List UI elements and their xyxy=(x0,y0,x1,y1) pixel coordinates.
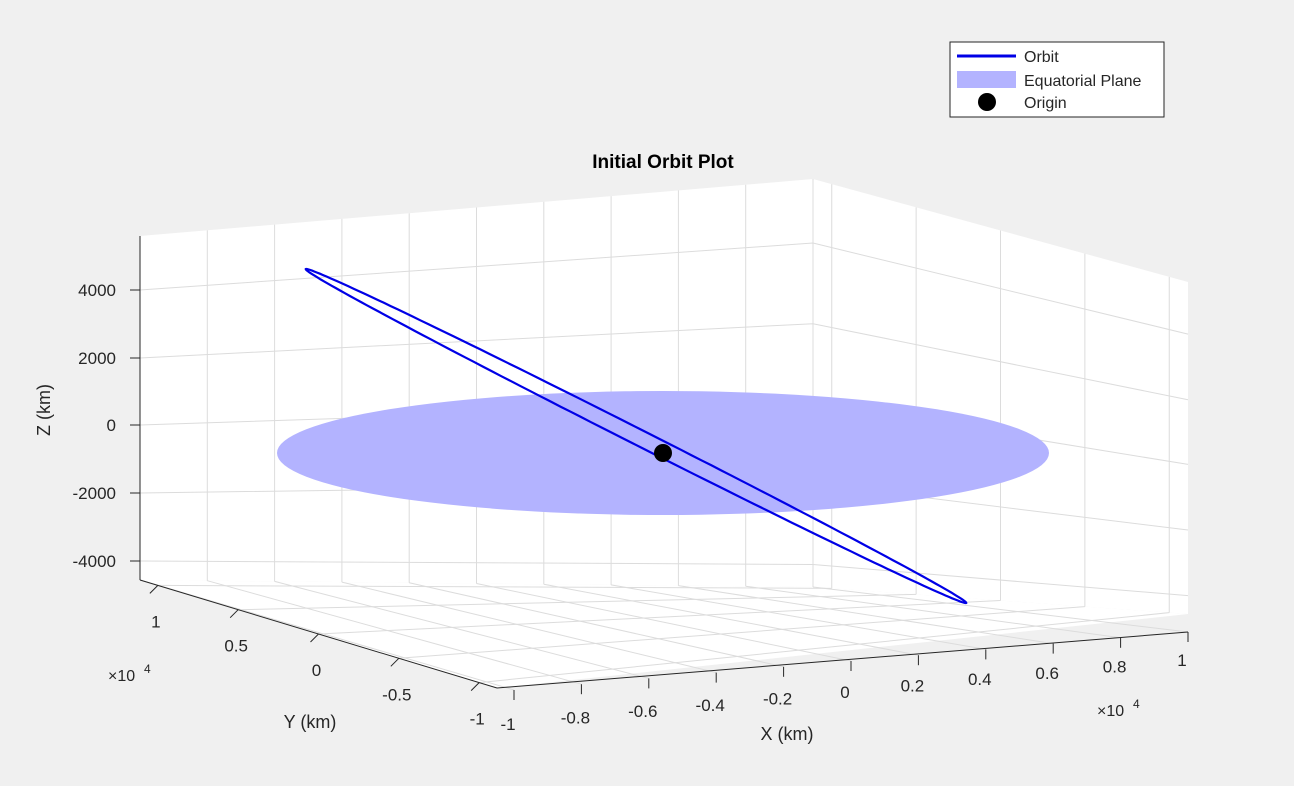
y-grid-line xyxy=(398,606,1085,659)
x-grid-line xyxy=(274,580,649,679)
x-grid-line xyxy=(611,584,986,650)
y-tick xyxy=(390,657,400,667)
x-tick-label: 0.6 xyxy=(1035,664,1059,683)
tick-marks xyxy=(130,289,1189,700)
y-tick xyxy=(470,682,480,691)
z-tick-label: 4000 xyxy=(78,281,116,300)
x-grid-line xyxy=(409,582,784,668)
y-exponent-power: 4 xyxy=(144,662,151,676)
y-grid-line xyxy=(238,593,917,611)
y-tick-label: 0.5 xyxy=(224,637,248,656)
z-tick-label: 2000 xyxy=(78,349,116,368)
x-tick-label: 0 xyxy=(840,683,849,702)
tick-labels: 4000 2000 0 -2000 -4000 -1 -0.8 -0.6 -0.4 -0.2 0 0.… xyxy=(73,281,1187,734)
chart-title: Initial Orbit Plot xyxy=(592,152,734,173)
x-tick-label: 0.8 xyxy=(1103,657,1127,676)
x-grid-line xyxy=(139,579,515,691)
x-grid-line xyxy=(207,580,582,685)
y-axis-label: Y (km) xyxy=(284,712,337,732)
x-tick-label: -0.4 xyxy=(696,696,725,715)
x-grid-line xyxy=(543,583,919,656)
y-tick-label: 1 xyxy=(151,612,160,631)
x-grid-line xyxy=(341,581,717,674)
legend[interactable]: Orbit Equatorial Plane Origin xyxy=(949,41,1165,118)
x-grid-line xyxy=(476,583,852,662)
z-tick-label: 0 xyxy=(107,416,116,435)
z-axis-label: Z (km) xyxy=(34,384,54,436)
x-tick-label: -0.8 xyxy=(561,709,590,728)
orbit-line xyxy=(304,267,968,605)
floor xyxy=(140,580,1188,688)
x-exponent: ×10 4 xyxy=(1097,697,1140,720)
legend-origin-label: Origin xyxy=(1024,95,1067,112)
x-tick-label: -0.6 xyxy=(628,702,657,721)
y-tick xyxy=(310,633,319,643)
z-tick-label: -4000 xyxy=(73,552,116,571)
legend-plane-label: Equatorial Plane xyxy=(1024,73,1142,90)
y-exponent: ×10 4 xyxy=(108,662,151,685)
y-grid-line xyxy=(479,612,1170,684)
x-tick-label: 0.4 xyxy=(968,670,992,689)
y-tick xyxy=(149,585,159,594)
x-grid-line xyxy=(812,586,1189,633)
legend-orbit-label: Orbit xyxy=(1024,49,1059,66)
x-exponent-base: ×10 xyxy=(1097,703,1124,720)
y-grid-line xyxy=(318,600,1001,635)
y-tick-label: -1 xyxy=(470,710,485,729)
x-axis-label: X (km) xyxy=(761,724,814,744)
y-grid-line xyxy=(157,584,832,589)
legend-origin-swatch xyxy=(978,93,996,111)
x-axis-line xyxy=(496,631,1189,689)
x-tick-label: 0.2 xyxy=(901,677,925,696)
x-grid-line xyxy=(745,585,1121,639)
x-exponent-power: 4 xyxy=(1133,697,1140,711)
x-tick-label: 1 xyxy=(1177,651,1186,670)
y-exponent-base: ×10 xyxy=(108,668,135,685)
y-tick xyxy=(229,609,239,619)
x-grid-line xyxy=(678,585,1054,645)
x-tick-label: -0.2 xyxy=(763,689,792,708)
x-tick-label: -1 xyxy=(500,715,515,734)
y-tick-label: -0.5 xyxy=(382,685,411,704)
origin-marker xyxy=(654,444,672,462)
legend-plane-swatch xyxy=(957,71,1016,88)
y-tick-label: 0 xyxy=(312,661,321,680)
z-tick-label: -2000 xyxy=(73,484,116,503)
